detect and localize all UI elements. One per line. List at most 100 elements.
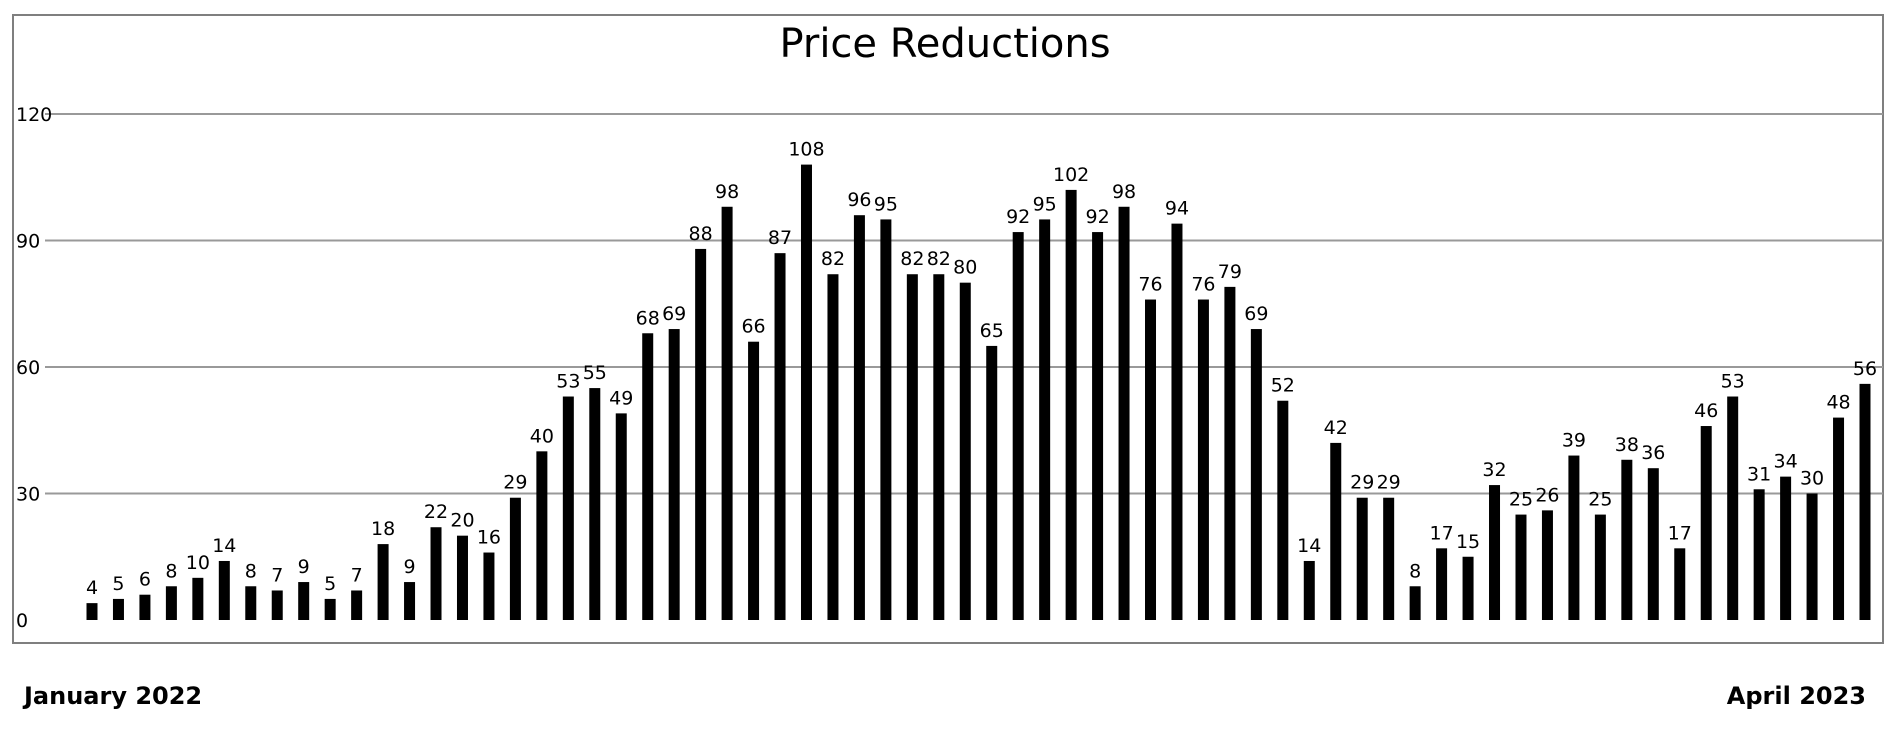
bar-value-label: 16 xyxy=(477,527,501,549)
y-tick-label: 120 xyxy=(16,104,52,126)
bar xyxy=(906,274,918,620)
bar xyxy=(800,164,812,620)
bar-value-label: 65 xyxy=(980,320,1004,342)
bar-value-label: 88 xyxy=(689,223,713,245)
bar xyxy=(1171,223,1183,620)
bar xyxy=(245,586,257,620)
bar-value-label: 29 xyxy=(503,472,527,494)
chart-title: Price Reductions xyxy=(779,21,1110,67)
bar-value-label: 17 xyxy=(1668,522,1692,544)
bar-value-label: 66 xyxy=(741,316,765,338)
bar-value-label: 9 xyxy=(298,556,310,578)
bar-value-label: 25 xyxy=(1588,489,1612,511)
bar-value-label: 96 xyxy=(847,189,871,211)
bar-value-label: 69 xyxy=(662,303,686,325)
bar xyxy=(1145,299,1157,620)
bar xyxy=(509,497,521,620)
bar xyxy=(695,248,707,620)
bar xyxy=(827,274,839,620)
bar xyxy=(1806,493,1818,620)
bar xyxy=(430,527,442,620)
bar xyxy=(1436,548,1448,620)
bar-value-label: 5 xyxy=(112,573,124,595)
bar xyxy=(748,341,760,620)
bar-value-label: 82 xyxy=(821,248,845,270)
bar-value-label: 68 xyxy=(636,307,660,329)
bar-value-label: 76 xyxy=(1191,274,1215,296)
bar xyxy=(642,333,654,620)
bar xyxy=(1012,232,1024,620)
bar xyxy=(1489,485,1501,620)
bar-value-label: 46 xyxy=(1694,400,1718,422)
bar xyxy=(959,282,971,620)
bar-value-label: 26 xyxy=(1535,484,1559,506)
bar xyxy=(324,598,336,620)
bar-value-label: 94 xyxy=(1165,198,1189,220)
bar xyxy=(589,388,601,620)
bar xyxy=(1409,586,1421,620)
bar-value-label: 8 xyxy=(245,560,257,582)
bar xyxy=(1118,206,1130,620)
bar-value-label: 87 xyxy=(768,227,792,249)
y-axis-ticks: 0 30 60 90 120 xyxy=(16,104,52,632)
bar xyxy=(1541,510,1553,620)
bar-value-label: 108 xyxy=(788,139,824,161)
bar xyxy=(1833,417,1845,620)
bar-value-label: 22 xyxy=(424,501,448,523)
bar-value-label: 80 xyxy=(953,257,977,279)
bar xyxy=(1594,514,1606,620)
bar-value-label: 95 xyxy=(1033,193,1057,215)
bar xyxy=(1753,489,1765,620)
y-tick-label: 0 xyxy=(16,610,28,632)
bar xyxy=(165,586,177,620)
bar xyxy=(298,582,310,620)
bar xyxy=(1515,514,1527,620)
bar xyxy=(933,274,945,620)
bar-value-label: 42 xyxy=(1324,417,1348,439)
bar xyxy=(668,329,680,620)
bar-value-label: 5 xyxy=(324,573,336,595)
x-start-label: January 2022 xyxy=(24,682,203,710)
bar-value-label: 36 xyxy=(1641,442,1665,464)
bar-value-label: 15 xyxy=(1456,531,1480,553)
bar-value-label: 95 xyxy=(874,193,898,215)
y-tick-label: 90 xyxy=(16,231,40,253)
bar-value-label: 48 xyxy=(1826,392,1850,414)
bar xyxy=(853,215,865,620)
bar-value-label: 39 xyxy=(1562,430,1586,452)
bar-value-label: 34 xyxy=(1774,451,1798,473)
plot-frame xyxy=(12,14,1884,644)
bar xyxy=(1780,476,1792,620)
bar-value-label: 52 xyxy=(1271,375,1295,397)
bar xyxy=(1674,548,1686,620)
bar-value-label: 69 xyxy=(1244,303,1268,325)
bar xyxy=(986,345,998,620)
bar xyxy=(1065,189,1077,620)
bar-value-label: 53 xyxy=(1721,371,1745,393)
bar-value-label: 9 xyxy=(404,556,416,578)
bar-value-label: 31 xyxy=(1747,463,1771,485)
bar xyxy=(192,577,204,620)
bar xyxy=(218,560,230,620)
bar xyxy=(1092,232,1104,620)
bar-value-label: 98 xyxy=(1112,181,1136,203)
bar xyxy=(774,253,786,620)
bar xyxy=(483,552,495,620)
bar-value-label: 8 xyxy=(165,560,177,582)
bar-value-label: 102 xyxy=(1053,164,1089,186)
bar xyxy=(1859,383,1871,620)
bars xyxy=(86,164,1871,621)
bar xyxy=(86,603,98,620)
bar xyxy=(351,590,363,620)
bar xyxy=(377,544,389,620)
bar-value-label: 29 xyxy=(1377,472,1401,494)
bar xyxy=(1039,219,1051,621)
bar xyxy=(404,582,416,620)
bar-value-label: 14 xyxy=(212,535,236,557)
bar-value-label: 56 xyxy=(1853,358,1877,380)
bar xyxy=(536,451,548,620)
y-tick-label: 30 xyxy=(16,484,40,506)
bar-value-label: 30 xyxy=(1800,468,1824,490)
